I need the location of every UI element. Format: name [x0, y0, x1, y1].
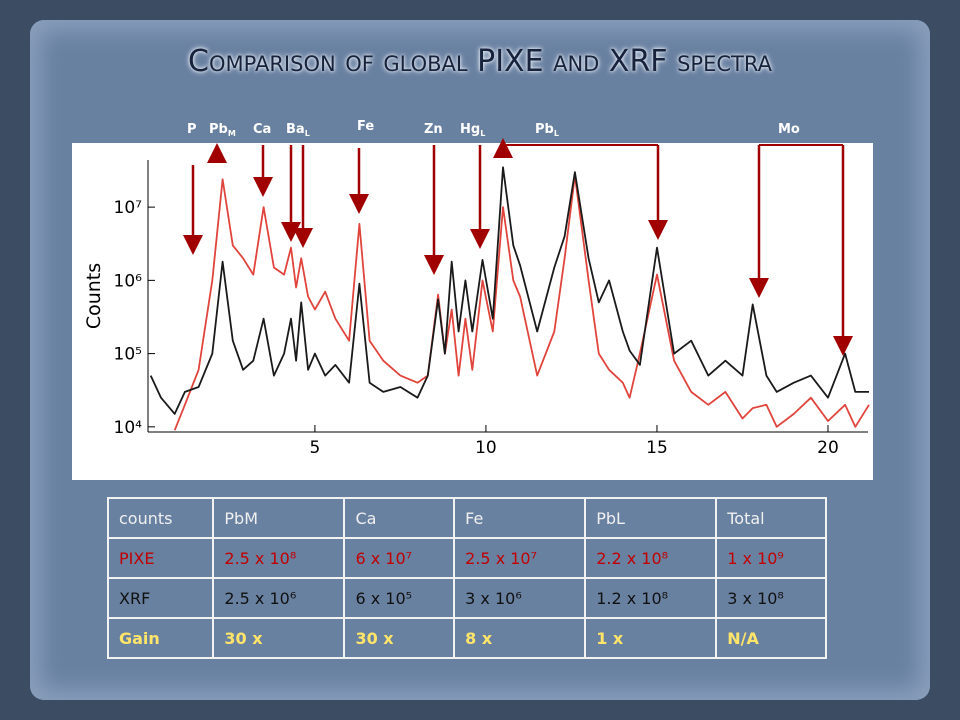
- peak-label-sub: L: [554, 129, 559, 138]
- peak-label: P: [187, 122, 197, 137]
- table-cell: 6 x 10⁵: [343, 577, 456, 619]
- table-cell: 2.5 x 10⁸: [212, 537, 346, 579]
- peak-label: PbL: [535, 122, 559, 138]
- table-header-cell: PbL: [584, 497, 718, 539]
- peak-label: BaL: [286, 122, 310, 138]
- y-tick-label: 10⁶: [114, 271, 143, 291]
- x-tick-label: 15: [646, 438, 668, 458]
- peak-arrows: [183, 138, 853, 356]
- table-row: PIXE 2.5 x 10⁸ 6 x 10⁷ 2.5 x 10⁷ 2.2 x 10⁸ 1 …: [106, 537, 827, 579]
- peak-label: Ca: [253, 122, 271, 137]
- x-tick-label: 5: [310, 438, 321, 458]
- counts-table: counts PbM Ca Fe PbL Total PIXE 2.5 x 10⁸ 6 x 10…: [106, 497, 827, 659]
- table-header-cell: PbM: [212, 497, 346, 539]
- table-cell: 8 x: [453, 617, 587, 659]
- peak-label-sub: L: [305, 129, 310, 138]
- slide-title: Comparison of global PIXE and XRF spectr…: [188, 44, 772, 79]
- table-cell: XRF: [106, 577, 215, 619]
- peak-label: Zn: [424, 122, 443, 137]
- table-cell: 30 x: [343, 617, 456, 659]
- table-cell: 2.2 x 10⁸: [584, 537, 718, 579]
- table-cell: 3 x 10⁶: [453, 577, 587, 619]
- table-cell: N/A: [715, 617, 827, 659]
- table-header-cell: counts: [106, 497, 215, 539]
- peak-label: HgL: [460, 122, 485, 138]
- peak-label: PbM: [209, 122, 236, 138]
- table-row: XRF 2.5 x 10⁶ 6 x 10⁵ 3 x 10⁶ 1.2 x 10⁸ 3 x 1…: [106, 577, 827, 619]
- x-tick-label: 10: [475, 438, 497, 458]
- x-tick-label: 20: [817, 438, 839, 458]
- table-cell: 1 x: [584, 617, 718, 659]
- peak-label: Hg: [460, 122, 480, 137]
- table-cell: Gain: [106, 617, 215, 659]
- table-cell: 1.2 x 10⁸: [584, 577, 718, 619]
- table-cell: 30 x: [212, 617, 346, 659]
- peak-labels: P PbM Ca BaL Fe Zn HgL PbL Mo: [187, 119, 800, 138]
- table-body: counts PbM Ca Fe PbL Total PIXE 2.5 x 10⁸ 6 x 10…: [106, 497, 827, 659]
- chart-background: [72, 143, 873, 480]
- spectrum-line: [173, 174, 870, 431]
- spectrum-line: [149, 166, 869, 415]
- table-cell: 3 x 10⁸: [715, 577, 827, 619]
- table-cell: 2.5 x 10⁷: [453, 537, 587, 579]
- table-cell: 6 x 10⁷: [343, 537, 456, 579]
- table-header-cell: Fe: [453, 497, 587, 539]
- y-axis-label: Counts: [83, 263, 105, 329]
- peak-label-sub: L: [480, 129, 485, 138]
- peak-label-sub: M: [228, 129, 236, 138]
- table-header-row: counts PbM Ca Fe PbL Total: [106, 497, 827, 539]
- peak-label: Fe: [357, 119, 374, 134]
- table-cell: PIXE: [106, 537, 215, 579]
- peak-label: Pb: [209, 122, 228, 137]
- y-tick-label: 10⁷: [114, 198, 143, 218]
- y-tick-label: 10⁴: [114, 418, 143, 438]
- table-cell: 2.5 x 10⁶: [212, 577, 346, 619]
- table-header-cell: Total: [715, 497, 827, 539]
- peak-label: Pb: [535, 122, 554, 137]
- peak-label: Mo: [778, 122, 800, 137]
- table-header-cell: Ca: [343, 497, 456, 539]
- table-cell: 1 x 10⁹: [715, 537, 827, 579]
- y-tick-label: 10⁵: [114, 345, 142, 365]
- peak-label: Ba: [286, 122, 305, 137]
